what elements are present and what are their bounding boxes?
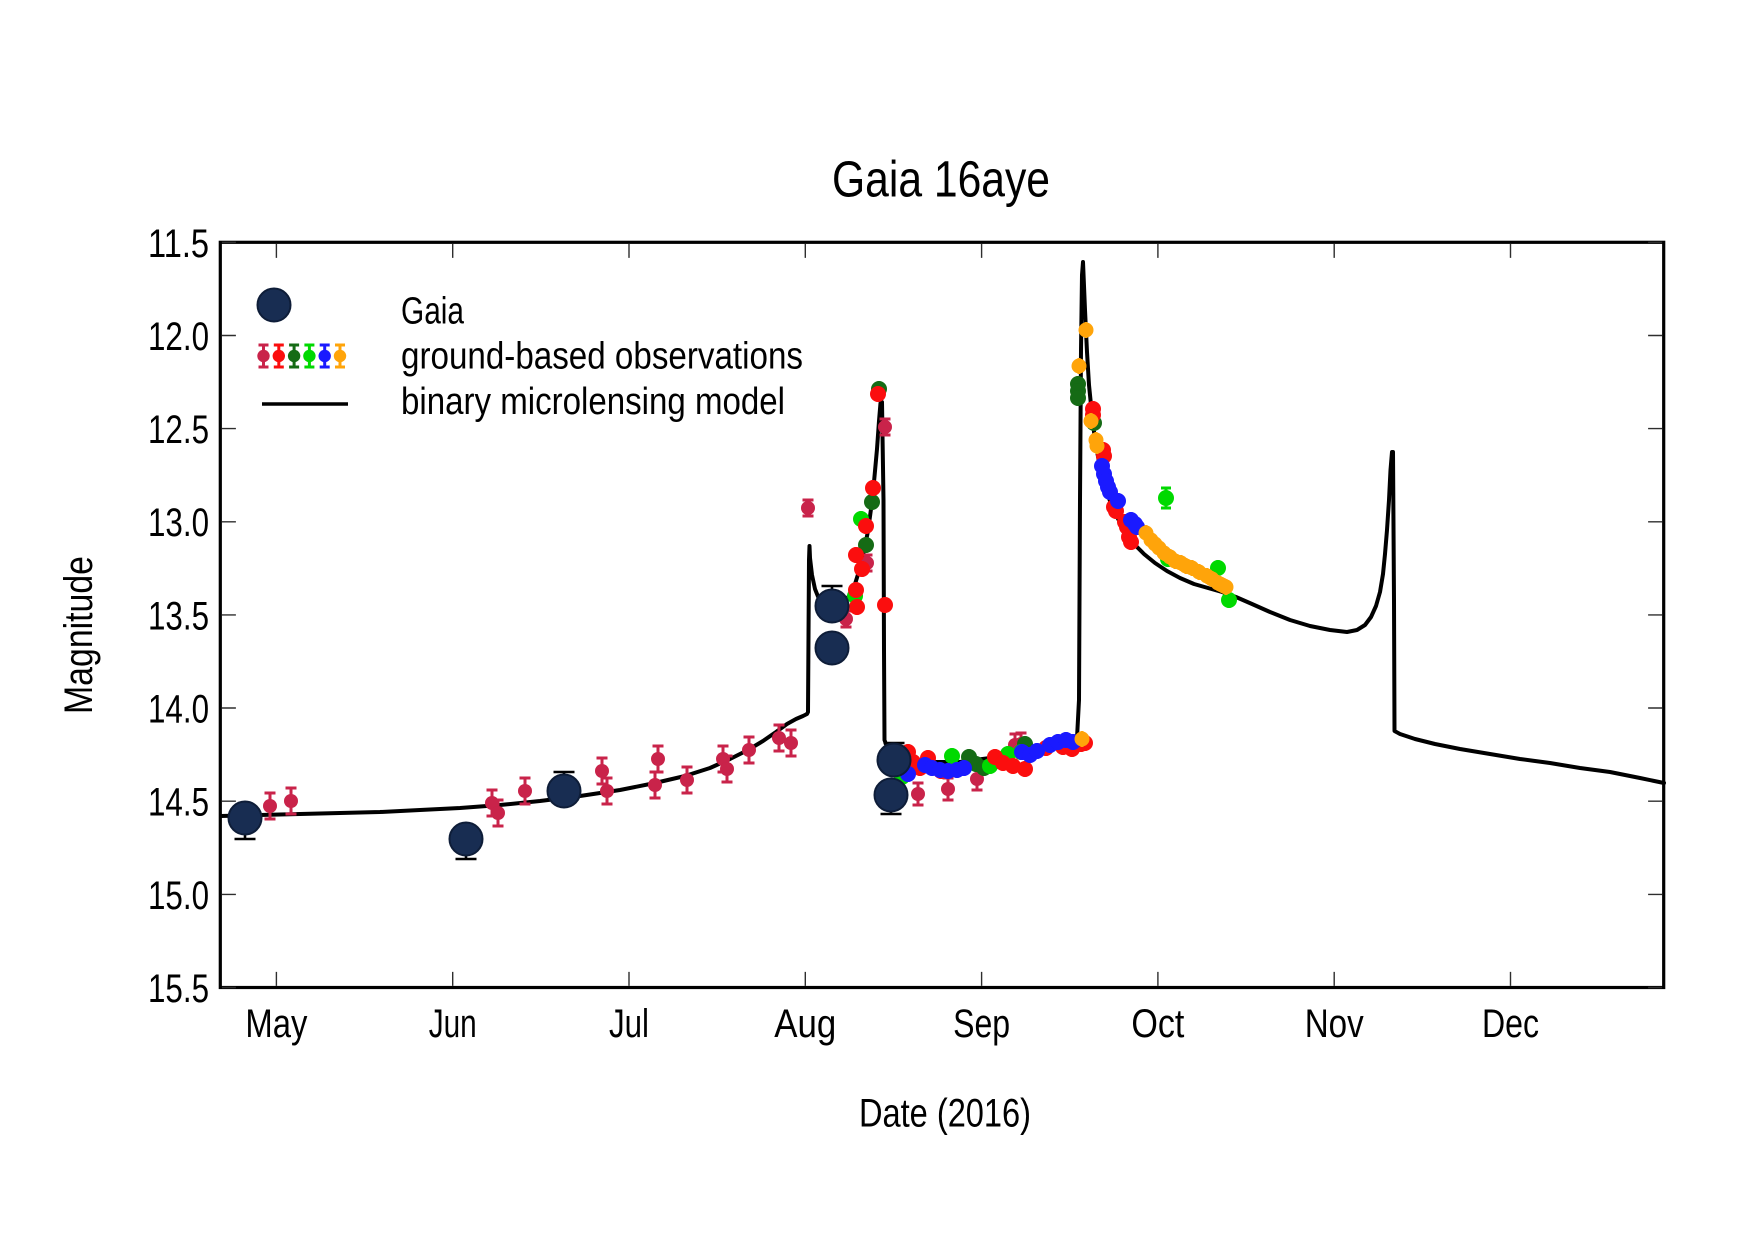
svg-text:11.5: 11.5 [148, 222, 209, 266]
svg-text:Sep: Sep [953, 1002, 1010, 1046]
svg-text:Jul: Jul [609, 1002, 649, 1046]
svg-text:14.0: 14.0 [148, 688, 209, 732]
svg-text:15.5: 15.5 [148, 967, 209, 1011]
svg-text:Gaia: Gaia [401, 291, 465, 333]
svg-text:13.0: 13.0 [148, 501, 209, 545]
svg-text:Aug: Aug [774, 1002, 836, 1046]
svg-text:Jun: Jun [429, 1002, 477, 1046]
svg-text:13.5: 13.5 [148, 594, 209, 638]
svg-text:Magnitude: Magnitude [57, 556, 101, 714]
svg-text:12.5: 12.5 [148, 408, 209, 452]
svg-text:Date (2016): Date (2016) [859, 1092, 1031, 1136]
svg-text:Oct: Oct [1131, 1002, 1184, 1046]
svg-text:May: May [245, 1002, 307, 1046]
svg-text:Nov: Nov [1305, 1002, 1364, 1046]
svg-text:15.0: 15.0 [148, 874, 209, 918]
svg-text:12.0: 12.0 [148, 315, 209, 359]
svg-text:Gaia 16aye: Gaia 16aye [832, 151, 1050, 208]
svg-text:ground-based observations: ground-based observations [401, 336, 803, 378]
svg-text:Dec: Dec [1482, 1002, 1539, 1046]
svg-text:binary microlensing model: binary microlensing model [401, 381, 785, 423]
svg-text:14.5: 14.5 [148, 781, 209, 825]
